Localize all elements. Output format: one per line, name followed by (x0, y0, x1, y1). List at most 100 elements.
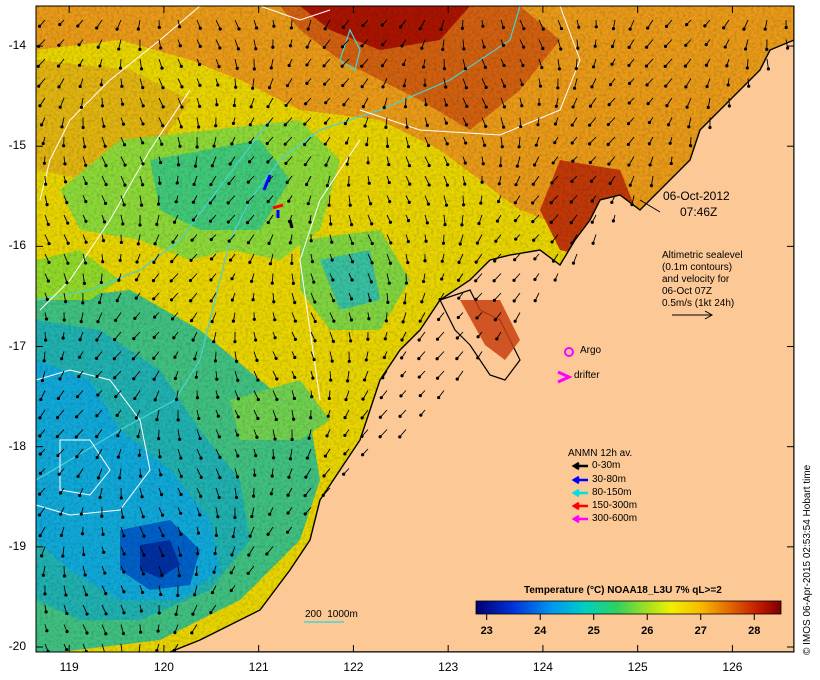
velocity-arrow (284, 136, 293, 145)
lat-label: -17 (8, 338, 26, 353)
velocity-arrow-head (550, 240, 554, 244)
velocity-arrow (443, 195, 447, 206)
velocity-arrow-head (210, 164, 214, 168)
velocity-arrow-head (342, 472, 346, 476)
velocity-arrow-head (388, 220, 393, 224)
velocity-arrow (63, 585, 67, 596)
velocity-arrow (228, 214, 236, 223)
velocity-arrow-head (474, 279, 478, 283)
velocity-arrow (82, 136, 86, 147)
velocity-arrow-head (683, 64, 688, 68)
velocity-arrow-head (198, 26, 202, 30)
velocity-arrow-head (64, 593, 68, 597)
velocity-arrow-head (515, 164, 519, 168)
velocity-arrow-head (591, 65, 596, 69)
colorbar-tick-label: 28 (748, 625, 761, 637)
velocity-arrow-head (104, 612, 108, 616)
velocity-arrow-head (62, 318, 66, 322)
velocity-arrow-head (439, 27, 443, 31)
velocity-arrow-head (251, 494, 256, 498)
velocity-arrow-head (286, 493, 290, 497)
velocity-arrow-head (83, 145, 87, 149)
velocity-arrow (96, 331, 103, 341)
velocity-arrow-head (39, 123, 44, 127)
velocity-arrow-head (100, 104, 105, 108)
velocity-arrow-head (688, 143, 693, 148)
velocity-arrow-head (400, 356, 404, 360)
velocity-arrow-head (522, 45, 526, 49)
anmn-legend-item-2: 80-150m (592, 487, 632, 498)
velocity-arrow-head (265, 123, 269, 127)
velocity-arrow-head (44, 338, 48, 342)
velocity-arrow-head (343, 452, 347, 456)
velocity-arrow-head (60, 357, 64, 361)
velocity-arrow-head (574, 67, 578, 71)
velocity-arrow-head (551, 259, 556, 263)
velocity-arrow-head (57, 85, 61, 89)
velocity-arrow-head (350, 278, 354, 282)
velocity-arrow-head (482, 143, 487, 147)
velocity-arrow-head (343, 121, 348, 126)
velocity-arrow-head (254, 454, 258, 458)
velocity-arrow-head (307, 436, 311, 440)
colorbar (475, 600, 782, 615)
velocity-arrow-head (161, 533, 165, 538)
velocity-arrow-head (462, 47, 466, 51)
velocity-arrow-head (427, 163, 431, 168)
velocity-arrow-head (474, 260, 478, 264)
velocity-arrow (686, 97, 692, 108)
lon-label: 122 (343, 660, 364, 674)
velocity-arrow (404, 292, 407, 303)
velocity-arrow-head (138, 630, 143, 634)
velocity-arrow-head (345, 379, 350, 383)
velocity-arrow (419, 312, 426, 322)
velocity-arrow-head (360, 453, 365, 457)
anmn-legend-title: ANMN 12h av. (568, 448, 633, 459)
velocity-arrow-head (743, 47, 748, 51)
velocity-arrow-head (329, 378, 333, 382)
velocity-arrow-head (570, 123, 574, 127)
velocity-arrow-head (742, 27, 746, 31)
velocity-arrow-head (156, 202, 161, 206)
velocity-arrow-head (382, 105, 386, 110)
velocity-arrow (518, 136, 521, 147)
velocity-arrow (284, 117, 293, 126)
velocity-arrow (211, 312, 217, 322)
velocity-arrow-head (570, 141, 574, 145)
velocity-arrow (380, 409, 388, 418)
velocity-arrow-head (122, 611, 126, 615)
velocity-arrow-head (78, 355, 82, 359)
velocity-arrow-head (217, 65, 221, 69)
velocity-arrow-head (84, 199, 88, 204)
lat-label: -19 (8, 538, 26, 553)
velocity-arrow-head (266, 105, 270, 109)
velocity-arrow (500, 136, 503, 147)
velocity-arrow-head (141, 572, 146, 576)
velocity-arrow-head (460, 26, 464, 30)
velocity-arrow (304, 156, 312, 165)
velocity-arrow (557, 58, 560, 69)
mooring-arrows (262, 174, 294, 229)
velocity-arrow-head (444, 103, 448, 107)
velocity-arrow-head (96, 320, 100, 324)
velocity-arrow-head (588, 160, 592, 165)
velocity-arrow (475, 273, 483, 282)
velocity-arrow-head (121, 222, 125, 226)
velocity-arrow-head (475, 316, 479, 320)
velocity-arrow-head (588, 123, 592, 127)
velocity-arrow-head (155, 649, 159, 652)
velocity-arrow (118, 39, 122, 50)
velocity-arrow (574, 78, 578, 89)
velocity-arrow-head (370, 261, 374, 265)
velocity-arrow-head (38, 104, 42, 108)
velocity-arrow-head (95, 414, 99, 418)
velocity-arrow (481, 97, 487, 108)
velocity-arrow-head (400, 374, 404, 378)
velocity-arrow-head (418, 27, 422, 31)
velocity-arrow-head (217, 495, 221, 500)
velocity-arrow-head (327, 396, 331, 401)
velocity-arrow-head (484, 124, 488, 128)
velocity-arrow (58, 390, 65, 399)
velocity-arrow-head (234, 359, 239, 363)
velocity-arrow-head (114, 395, 118, 399)
